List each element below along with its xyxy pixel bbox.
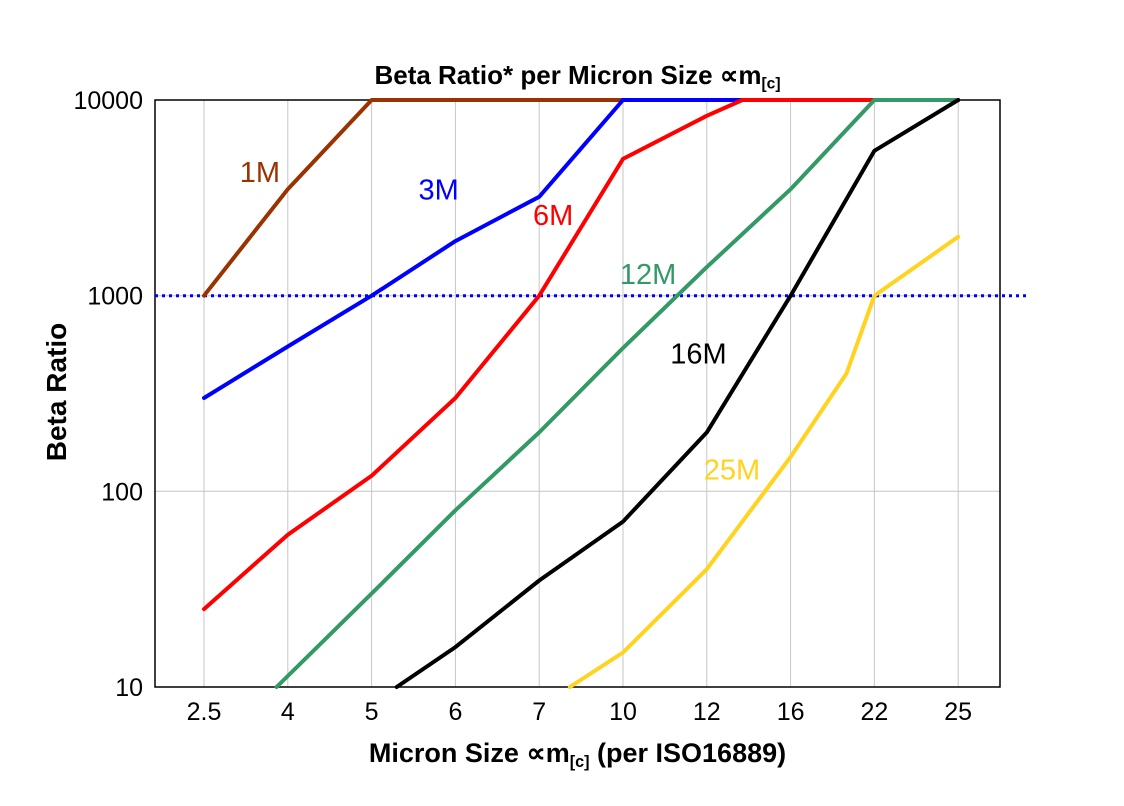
series-line-12M <box>274 98 961 689</box>
x-tick-12: 12 <box>693 698 721 726</box>
chart-title: Beta Ratio* per Micron Size ∝m[c] <box>155 60 1000 94</box>
x-tick-6: 6 <box>448 698 462 726</box>
x-tick-4: 4 <box>281 698 295 726</box>
x-axis-title-post: (per ISO16889) <box>589 738 787 768</box>
x-tick-16: 16 <box>777 698 805 726</box>
series-label-1M: 1M <box>240 157 280 189</box>
chart-title-unit-subscript: [c] <box>761 75 781 93</box>
y-tick-1000: 1000 <box>87 283 143 311</box>
x-tick-25: 25 <box>944 698 972 726</box>
series-line-25M <box>567 234 961 689</box>
x-axis-title-unit: ∝m <box>526 738 570 768</box>
series-line-3M <box>202 98 961 400</box>
series-line-6M <box>202 98 961 612</box>
x-axis-title: Micron Size ∝m[c] (per ISO16889) <box>155 738 1000 772</box>
x-tick-2.5: 2.5 <box>187 698 222 726</box>
chart-title-unit: ∝m <box>719 60 762 90</box>
x-axis-title-pre: Micron Size <box>368 738 527 768</box>
series-label-12M: 12M <box>620 259 676 291</box>
series-label-16M: 16M <box>670 339 726 371</box>
series-label-6M: 6M <box>533 200 573 232</box>
series-line-16M <box>394 98 961 689</box>
y-tick-10000: 10000 <box>73 87 143 115</box>
x-tick-22: 22 <box>860 698 888 726</box>
x-tick-5: 5 <box>365 698 379 726</box>
chart-title-text: Beta Ratio* per Micron Size <box>374 60 720 90</box>
series-label-3M: 3M <box>418 175 458 207</box>
x-axis-title-unit-subscript: [c] <box>569 752 590 771</box>
x-tick-10: 10 <box>609 698 637 726</box>
x-tick-7: 7 <box>532 698 546 726</box>
y-tick-10: 10 <box>115 674 143 702</box>
y-tick-100: 100 <box>101 478 143 506</box>
series-label-25M: 25M <box>704 455 760 487</box>
